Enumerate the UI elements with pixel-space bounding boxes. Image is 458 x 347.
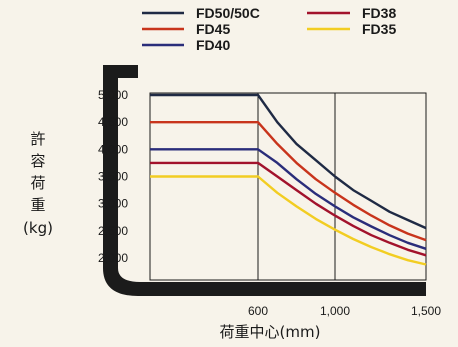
y-tick-label: 3,000 [98,197,128,211]
x-axis-title: 荷重中心(mm) [220,323,321,341]
series-line-fd45 [150,121,427,242]
y-tick-label: 3,500 [98,170,128,184]
y-tick-label: 2,000 [98,251,128,265]
series-layer [150,93,427,266]
series-line-fd40 [150,148,427,250]
legend-label: FD50/50C [196,5,260,21]
legend-label: FD45 [196,21,230,37]
series-line-fd38 [150,161,427,257]
y-axis-title-char: 荷 [30,174,45,192]
legend-label: FD38 [362,5,396,21]
x-tick-label: 1,000 [320,304,350,318]
y-axis-title-char: 許 [30,130,45,148]
y-tick-labels: 2,000 2,500 3,000 3,500 4,000 4,500 5,000 [98,88,128,265]
x-tick-label: 600 [248,304,268,318]
y-axis-title-char: (kg) [23,219,53,237]
legend-label: FD40 [196,37,230,53]
grid-lines [257,93,427,280]
y-tick-label: 2,500 [98,224,128,238]
y-axis-title-char: 重 [30,196,45,214]
y-tick-label: 5,000 [98,88,128,102]
x-tick-label: 1,500 [411,304,441,318]
y-axis-title-char: 容 [30,152,45,170]
x-tick-labels: 600 1,000 1,500 [248,304,441,318]
y-tick-label: 4,000 [98,142,128,156]
legend-label: FD35 [362,21,396,37]
y-tick-label: 4,500 [98,115,128,129]
series-line-fd50-50c [150,93,427,230]
series-line-fd35 [150,175,427,266]
